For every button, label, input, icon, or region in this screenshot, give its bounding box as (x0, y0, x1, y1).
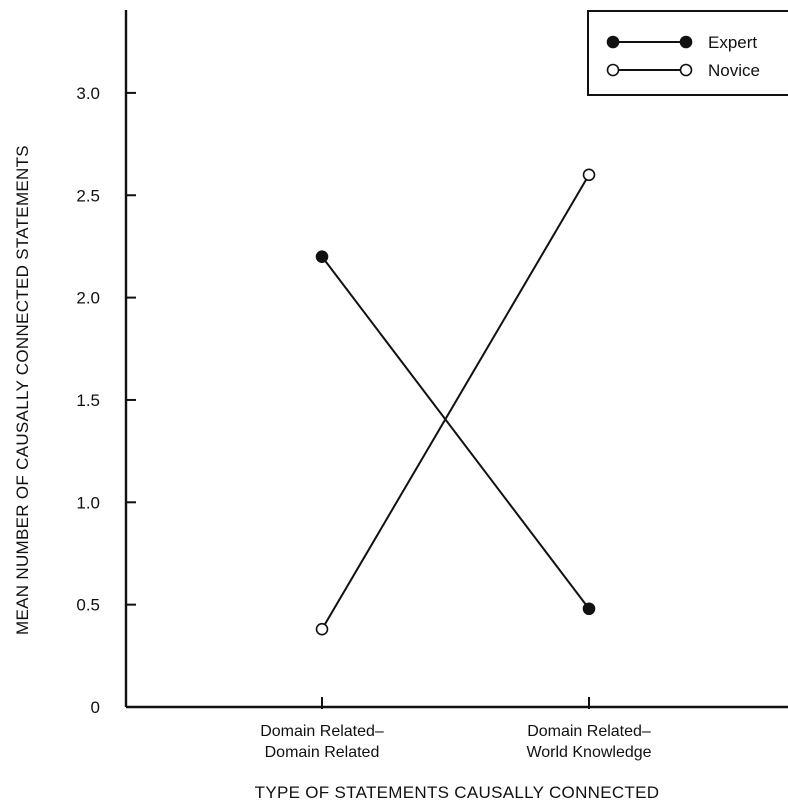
data-point-novice (315, 622, 329, 636)
data-point-novice (582, 168, 596, 182)
legend-marker (679, 63, 693, 77)
legend-marker (606, 63, 620, 77)
legend-items: Expert Novice (606, 33, 760, 80)
y-tick-label: 3.0 (76, 84, 100, 103)
legend-item-expert: Expert (606, 33, 757, 52)
y-tick-label: 2.0 (76, 289, 100, 308)
y-tick-label: 2.5 (76, 186, 100, 205)
legend-marker (606, 35, 620, 49)
y-tick-label: 0.5 (76, 596, 100, 615)
legend-label: Expert (708, 33, 757, 52)
y-tick-label: 1.0 (76, 493, 100, 512)
x-ticks: Domain Related– Domain Related Domain Rela… (260, 697, 652, 761)
y-tick-label: 1.5 (76, 391, 100, 410)
series-expert (315, 250, 596, 616)
series-line-expert (321, 256, 590, 610)
legend-marker (679, 35, 693, 49)
y-ticks: 0 0.5 1.0 1.5 2.0 2.5 3.0 (76, 84, 136, 717)
series-novice (315, 168, 596, 636)
data-point-expert (582, 602, 596, 616)
x-axis-title: TYPE OF STATEMENTS CAUSALLY CONNECTED (255, 783, 660, 802)
data-point-expert (315, 250, 329, 263)
x-tick-label: Domain Related– World Knowledge (526, 723, 651, 761)
series-line-novice (321, 174, 590, 630)
y-tick-label: 0 (91, 698, 100, 717)
y-axis-title: MEAN NUMBER OF CAUSALLY CONNECTED STATEM… (13, 145, 32, 635)
series-layer (315, 168, 596, 636)
x-tick-label: Domain Related– Domain Related (260, 723, 384, 761)
legend-box (587, 10, 788, 96)
legend-label: Novice (708, 61, 760, 80)
legend-item-novice: Novice (606, 61, 760, 80)
legend: Expert Novice (587, 10, 788, 96)
